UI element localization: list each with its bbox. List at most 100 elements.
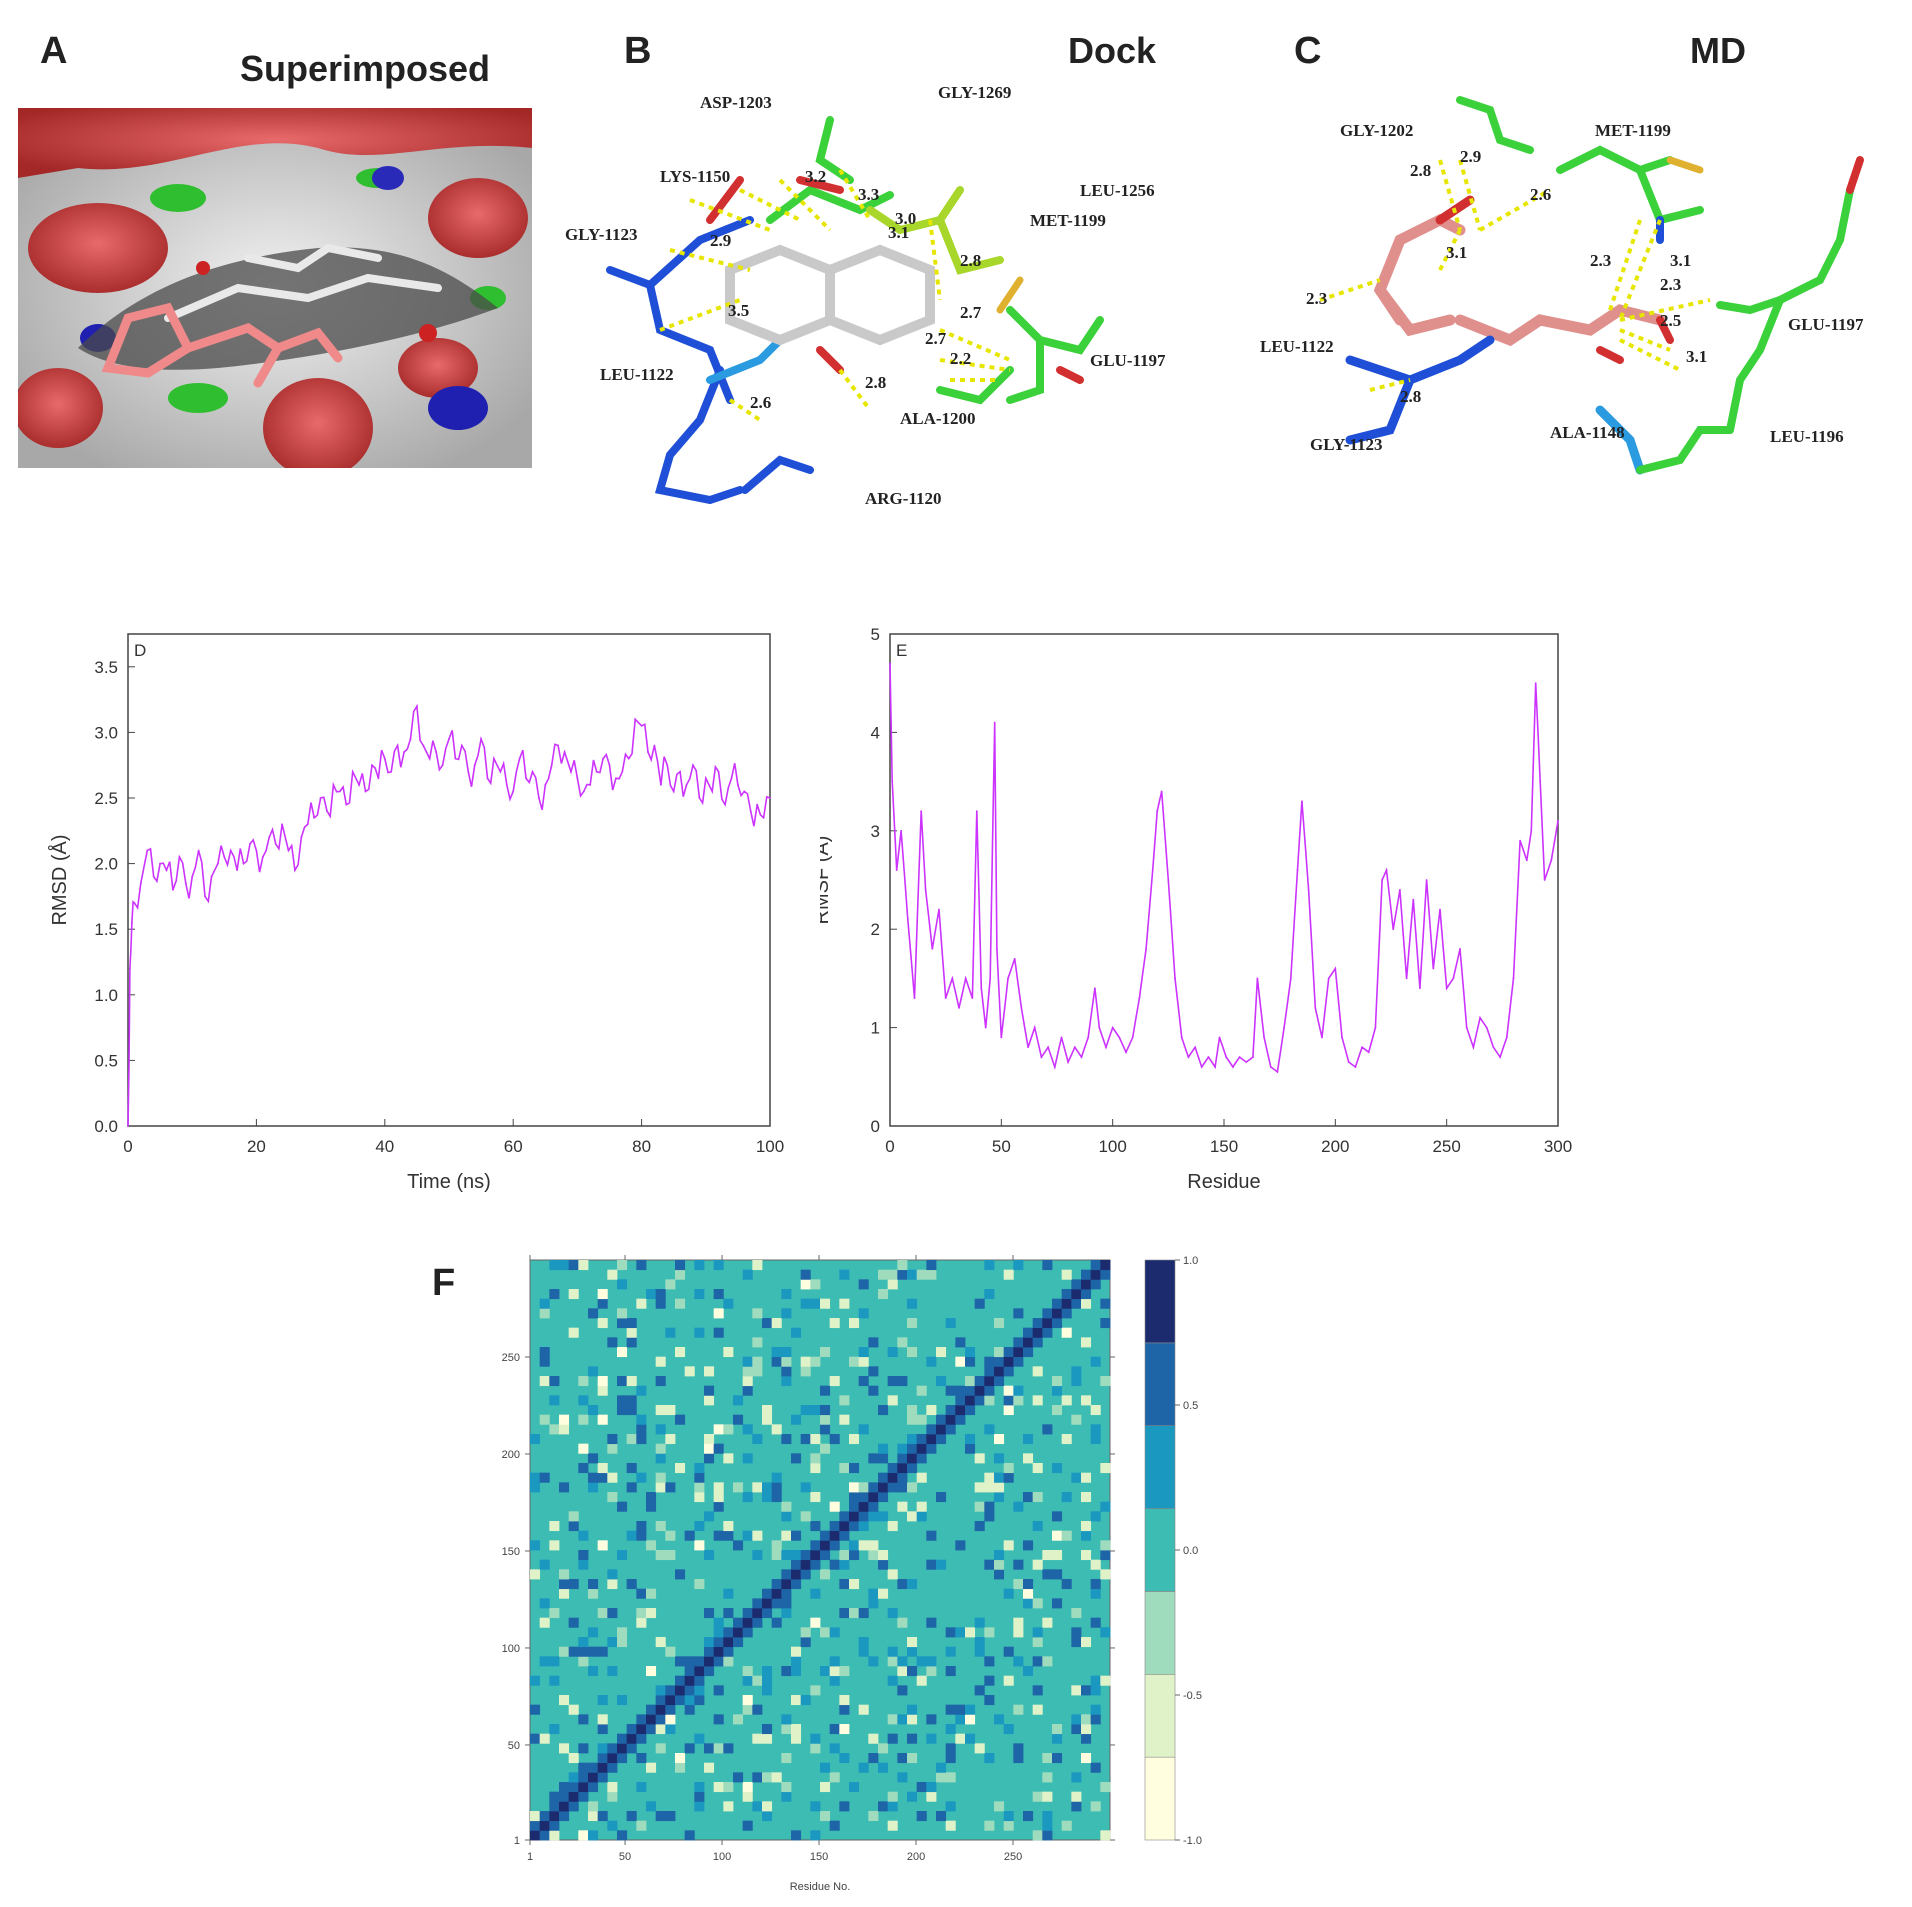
heatmap-cell xyxy=(868,1733,879,1744)
heatmap-cell xyxy=(771,1472,782,1483)
heatmap-cell xyxy=(675,1414,686,1425)
heatmap-cell xyxy=(829,1675,840,1686)
x-tick-label: 80 xyxy=(632,1137,651,1156)
heatmap-cell xyxy=(568,1646,579,1657)
heatmap-cell xyxy=(820,1666,831,1677)
y-tick-label: 0 xyxy=(871,1117,880,1136)
data-point xyxy=(416,705,418,708)
heatmap-cell xyxy=(549,1424,560,1435)
heatmap-cell xyxy=(704,1443,715,1454)
heatmap-cell xyxy=(597,1743,608,1754)
heatmap-cell xyxy=(1071,1627,1082,1638)
heatmap-cell xyxy=(578,1530,589,1541)
heatmap-cell xyxy=(665,1279,676,1290)
heatmap-cell xyxy=(839,1395,850,1406)
data-point xyxy=(1138,997,1141,999)
heatmap-cell xyxy=(1003,1820,1014,1831)
heatmap-cell xyxy=(723,1608,734,1619)
heatmap-cell xyxy=(1090,1762,1101,1773)
heatmap-cell xyxy=(820,1443,831,1454)
heatmap-cell xyxy=(878,1289,889,1300)
heatmap-cell xyxy=(626,1463,637,1474)
y-tick-label: 150 xyxy=(502,1546,520,1558)
data-point xyxy=(1381,879,1383,881)
heatmap-cell xyxy=(791,1530,802,1541)
panel-a-title: Superimposed xyxy=(240,48,491,89)
heatmap-cell xyxy=(878,1559,889,1570)
heatmap-cell xyxy=(945,1820,956,1831)
data-point xyxy=(1530,829,1533,832)
heatmap-cell xyxy=(994,1550,1005,1561)
heatmap-cell xyxy=(868,1550,879,1561)
heatmap-cell xyxy=(791,1666,802,1677)
data-point xyxy=(1053,1066,1056,1068)
heatmap-cell xyxy=(887,1714,898,1725)
heatmap-cell xyxy=(897,1463,908,1474)
heatmap-cell xyxy=(955,1395,966,1406)
heatmap-cell xyxy=(588,1782,599,1793)
heatmap-cell xyxy=(771,1617,782,1628)
heatmap-cell xyxy=(665,1482,676,1493)
heatmap-cell xyxy=(646,1714,657,1725)
md-residue-label: LEU-1122 xyxy=(1260,337,1334,356)
heatmap-cell xyxy=(742,1366,753,1377)
dock-residue-label: LEU-1122 xyxy=(600,365,674,384)
heatmap-cell xyxy=(762,1414,773,1425)
heatmap-cell xyxy=(704,1366,715,1377)
heatmap-cell xyxy=(965,1733,976,1744)
heatmap-cell xyxy=(907,1646,918,1657)
heatmap-cell xyxy=(1071,1724,1082,1735)
heatmap-cell xyxy=(878,1443,889,1454)
data-point xyxy=(1405,977,1408,980)
heatmap-cell xyxy=(974,1453,985,1464)
x-tick-label: 150 xyxy=(1210,1137,1238,1156)
heatmap-cell xyxy=(597,1772,608,1783)
heatmap-cell xyxy=(597,1646,608,1657)
heatmap-cell xyxy=(675,1762,686,1773)
heatmap-cell xyxy=(945,1646,956,1657)
heatmap-cell xyxy=(791,1327,802,1338)
heatmap-cell xyxy=(655,1298,666,1309)
heatmap-cell xyxy=(820,1550,831,1561)
heatmap-cell xyxy=(965,1434,976,1445)
heatmap-cell xyxy=(597,1811,608,1822)
heatmap-cell xyxy=(1052,1550,1063,1561)
data-point xyxy=(756,803,759,806)
heatmap-cell xyxy=(1061,1298,1072,1309)
data-point xyxy=(332,783,335,786)
data-point xyxy=(1289,977,1292,980)
heatmap-cell xyxy=(578,1376,589,1387)
heatmap-cell xyxy=(974,1743,985,1754)
heatmap-cell xyxy=(839,1704,850,1715)
heatmap-cell xyxy=(994,1559,1005,1570)
heatmap-cell xyxy=(897,1376,908,1387)
heatmap-cell xyxy=(916,1269,927,1280)
heatmap-cell xyxy=(655,1704,666,1715)
heatmap-cell xyxy=(916,1675,927,1686)
heatmap-cell xyxy=(984,1395,995,1406)
md-distance-label: 2.3 xyxy=(1306,289,1327,308)
heatmap-cell xyxy=(1090,1685,1101,1696)
heatmap-cell xyxy=(984,1511,995,1522)
data-point xyxy=(1399,888,1401,891)
heatmap-cell xyxy=(781,1588,792,1599)
md-residue-label: ALA-1148 xyxy=(1550,423,1625,442)
heatmap-cell xyxy=(781,1753,792,1764)
heatmap-cell xyxy=(945,1385,956,1396)
heatmap-cell xyxy=(800,1559,811,1570)
heatmap-cell xyxy=(655,1695,666,1706)
heatmap-cell xyxy=(636,1424,647,1435)
heatmap-cell xyxy=(762,1482,773,1493)
heatmap-cell xyxy=(1100,1318,1111,1329)
heatmap-cell xyxy=(675,1269,686,1280)
heatmap-cell xyxy=(1013,1579,1024,1590)
heatmap-cell xyxy=(1013,1337,1024,1348)
heatmap-cell xyxy=(781,1791,792,1802)
heatmap-cell xyxy=(1032,1395,1043,1406)
data-point xyxy=(1007,977,1009,980)
heatmap-cell xyxy=(839,1550,850,1561)
heatmap-cell xyxy=(578,1743,589,1754)
heatmap-cell xyxy=(539,1308,550,1319)
heatmap-cell xyxy=(636,1298,647,1309)
heatmap-cell xyxy=(607,1637,618,1648)
